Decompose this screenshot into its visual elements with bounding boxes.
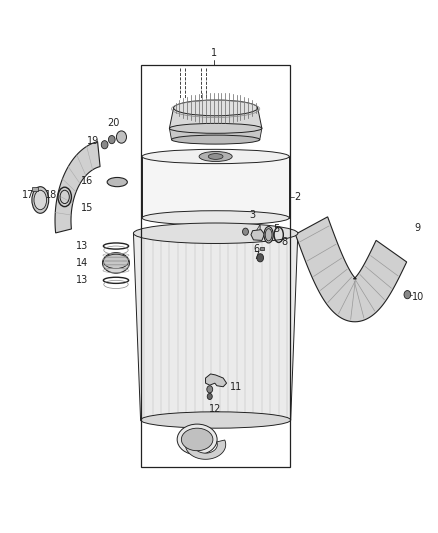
- Text: 14: 14: [76, 258, 88, 268]
- Polygon shape: [295, 217, 406, 322]
- Ellipse shape: [199, 151, 232, 161]
- Text: 20: 20: [107, 118, 119, 128]
- Circle shape: [207, 393, 212, 400]
- Ellipse shape: [172, 135, 260, 144]
- Text: 8: 8: [281, 237, 287, 247]
- Polygon shape: [185, 436, 226, 459]
- Polygon shape: [170, 128, 262, 140]
- Ellipse shape: [181, 428, 213, 451]
- Text: 5: 5: [274, 224, 280, 233]
- Text: 11: 11: [230, 382, 242, 392]
- Circle shape: [243, 228, 248, 235]
- Ellipse shape: [32, 187, 49, 213]
- Text: 10: 10: [412, 292, 424, 302]
- Text: 6: 6: [253, 244, 259, 254]
- Bar: [32, 187, 38, 191]
- Circle shape: [257, 254, 264, 262]
- Bar: [260, 247, 265, 250]
- Ellipse shape: [142, 211, 289, 225]
- Ellipse shape: [141, 412, 291, 428]
- Ellipse shape: [107, 177, 127, 187]
- Ellipse shape: [173, 100, 258, 116]
- Ellipse shape: [142, 149, 289, 164]
- Bar: [141, 66, 290, 467]
- Ellipse shape: [208, 154, 223, 159]
- Text: 19: 19: [87, 136, 99, 146]
- Text: 13: 13: [76, 241, 88, 251]
- Text: 1: 1: [211, 48, 217, 58]
- Text: 13: 13: [76, 276, 88, 285]
- Polygon shape: [170, 108, 262, 128]
- Ellipse shape: [264, 227, 273, 243]
- Polygon shape: [205, 374, 226, 387]
- Circle shape: [101, 141, 108, 149]
- Polygon shape: [55, 142, 100, 233]
- Text: 18: 18: [45, 190, 57, 200]
- Text: 12: 12: [208, 403, 221, 414]
- Text: 15: 15: [81, 203, 93, 213]
- Circle shape: [404, 290, 411, 298]
- Polygon shape: [134, 233, 298, 420]
- Polygon shape: [251, 230, 265, 240]
- Text: 7: 7: [253, 251, 259, 261]
- Ellipse shape: [170, 124, 262, 133]
- Text: 16: 16: [81, 175, 93, 185]
- Ellipse shape: [177, 424, 217, 455]
- Text: 4: 4: [256, 224, 262, 235]
- Ellipse shape: [265, 229, 272, 241]
- Text: 9: 9: [414, 223, 420, 233]
- Text: 3: 3: [249, 211, 255, 220]
- Text: 2: 2: [295, 192, 301, 203]
- Ellipse shape: [134, 223, 298, 244]
- Bar: [142, 157, 289, 218]
- Ellipse shape: [102, 253, 130, 273]
- Text: 17: 17: [21, 190, 34, 200]
- Circle shape: [117, 131, 127, 143]
- Ellipse shape: [34, 190, 46, 209]
- Ellipse shape: [103, 254, 129, 269]
- Circle shape: [207, 386, 213, 393]
- Circle shape: [109, 135, 115, 144]
